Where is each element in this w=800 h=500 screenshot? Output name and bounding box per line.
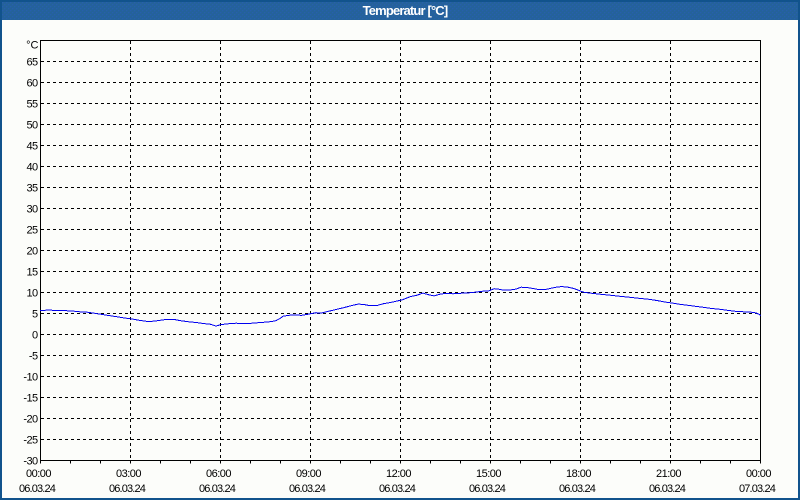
svg-text:06.03.24: 06.03.24 [109, 483, 146, 495]
svg-text:55: 55 [26, 99, 38, 111]
svg-text:-20: -20 [23, 414, 38, 426]
svg-text:65: 65 [26, 57, 38, 69]
svg-text:-10: -10 [23, 372, 38, 384]
svg-text:06.03.24: 06.03.24 [19, 483, 56, 495]
svg-text:50: 50 [26, 120, 38, 132]
svg-text:-30: -30 [23, 456, 38, 468]
svg-text:20: 20 [26, 246, 38, 258]
svg-text:0: 0 [32, 330, 38, 342]
svg-text:15:00: 15:00 [476, 468, 501, 480]
svg-text:07.03.24: 07.03.24 [739, 483, 776, 495]
svg-text:35: 35 [26, 183, 38, 195]
svg-text:18:00: 18:00 [566, 468, 591, 480]
svg-text:°C: °C [26, 40, 38, 52]
svg-text:60: 60 [26, 78, 38, 90]
svg-text:06.03.24: 06.03.24 [469, 483, 506, 495]
svg-text:06.03.24: 06.03.24 [199, 483, 236, 495]
svg-text:40: 40 [26, 162, 38, 174]
svg-text:21:00: 21:00 [656, 468, 681, 480]
svg-text:-15: -15 [23, 393, 38, 405]
svg-text:25: 25 [26, 225, 38, 237]
svg-text:45: 45 [26, 141, 38, 153]
svg-text:03:00: 03:00 [116, 468, 141, 480]
svg-text:5: 5 [32, 309, 38, 321]
svg-text:10: 10 [26, 288, 38, 300]
svg-text:00:00: 00:00 [746, 468, 771, 480]
svg-text:06.03.24: 06.03.24 [379, 483, 416, 495]
svg-text:12:00: 12:00 [386, 468, 411, 480]
svg-text:30: 30 [26, 204, 38, 216]
svg-text:06:00: 06:00 [206, 468, 231, 480]
svg-text:09:00: 09:00 [296, 468, 321, 480]
svg-text:15: 15 [26, 267, 38, 279]
svg-text:-25: -25 [23, 435, 38, 447]
svg-text:-5: -5 [29, 351, 38, 363]
svg-text:06.03.24: 06.03.24 [289, 483, 326, 495]
svg-text:06.03.24: 06.03.24 [649, 483, 686, 495]
svg-text:06.03.24: 06.03.24 [559, 483, 596, 495]
svg-text:00:00: 00:00 [26, 468, 51, 480]
